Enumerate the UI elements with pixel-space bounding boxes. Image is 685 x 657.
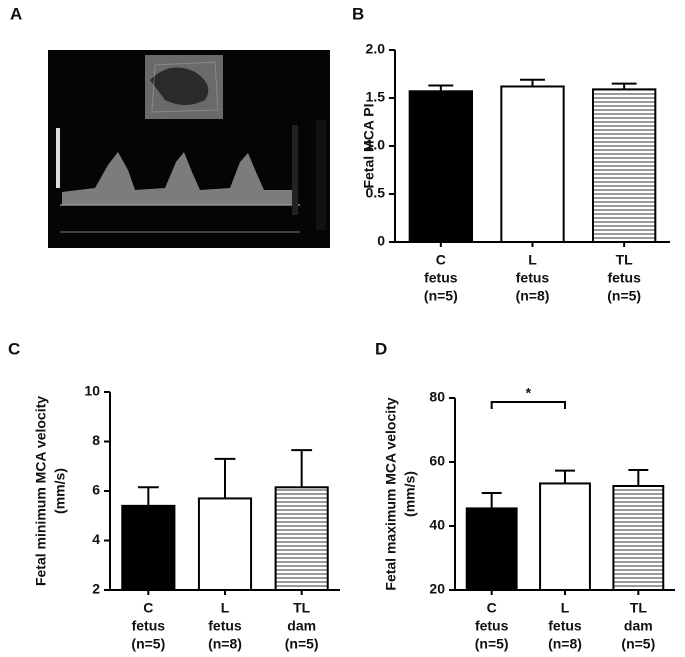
ultrasound-image bbox=[48, 50, 330, 248]
y-tick-label: 0 bbox=[377, 233, 385, 249]
x-tick-label: TL bbox=[630, 600, 648, 616]
panel-label: D bbox=[375, 339, 387, 358]
panel-label: A bbox=[10, 4, 22, 23]
x-tick-label: (n=5) bbox=[131, 636, 165, 652]
y-axis-label: Fetal minimum MCA velocity bbox=[33, 396, 49, 586]
x-tick-label: dam bbox=[287, 618, 316, 634]
x-tick-label: (n=5) bbox=[607, 288, 641, 304]
bar bbox=[121, 504, 176, 592]
significance-bracket bbox=[490, 401, 566, 409]
bar bbox=[274, 486, 329, 592]
x-tick-label: (n=5) bbox=[424, 288, 458, 304]
x-tick-label: L bbox=[528, 252, 537, 268]
x-tick-label: fetus bbox=[208, 618, 242, 634]
x-tick-label: (n=5) bbox=[475, 636, 509, 652]
x-tick-label: TL bbox=[616, 252, 634, 268]
x-tick-label: (n=5) bbox=[621, 636, 655, 652]
y-tick-label: 40 bbox=[429, 517, 445, 533]
y-axis-label: (mm/s) bbox=[402, 471, 418, 517]
x-tick-label: fetus bbox=[516, 270, 550, 286]
x-tick-label: C bbox=[436, 252, 446, 268]
bar bbox=[408, 90, 473, 243]
y-axis-label: Fetal maximum MCA velocity bbox=[383, 397, 399, 590]
x-tick-label: fetus bbox=[607, 270, 641, 286]
y-tick-label: 80 bbox=[429, 389, 445, 405]
bar bbox=[500, 85, 565, 244]
bar bbox=[539, 482, 591, 591]
y-tick-label: 2 bbox=[92, 581, 100, 597]
significance-label: * bbox=[526, 385, 532, 401]
x-tick-label: fetus bbox=[424, 270, 458, 286]
x-tick-label: fetus bbox=[132, 618, 166, 634]
y-tick-label: 1.5 bbox=[366, 89, 386, 105]
bar bbox=[465, 507, 518, 591]
bar bbox=[197, 497, 253, 591]
y-tick-label: 8 bbox=[92, 432, 100, 448]
x-tick-label: fetus bbox=[475, 618, 509, 634]
y-tick-label: 1.0 bbox=[366, 137, 386, 153]
x-tick-label: (n=8) bbox=[208, 636, 242, 652]
y-tick-label: 4 bbox=[92, 531, 100, 547]
x-tick-label: C bbox=[487, 600, 497, 616]
bar bbox=[592, 88, 657, 243]
y-tick-label: 20 bbox=[429, 581, 445, 597]
y-tick-label: 10 bbox=[84, 383, 100, 399]
y-tick-label: 6 bbox=[92, 482, 100, 498]
x-tick-label: TL bbox=[293, 600, 311, 616]
x-tick-label: (n=8) bbox=[548, 636, 582, 652]
y-axis-label: (mm/s) bbox=[52, 468, 68, 514]
x-tick-label: fetus bbox=[548, 618, 582, 634]
y-tick-label: 60 bbox=[429, 453, 445, 469]
y-tick-label: 2.0 bbox=[366, 41, 386, 57]
bar bbox=[612, 485, 665, 591]
x-tick-label: (n=8) bbox=[516, 288, 550, 304]
x-tick-label: C bbox=[143, 600, 153, 616]
panel-label: C bbox=[8, 339, 20, 358]
panel-label: B bbox=[352, 4, 364, 23]
x-tick-label: dam bbox=[624, 618, 653, 634]
y-tick-label: 0.5 bbox=[366, 185, 386, 201]
x-tick-label: (n=5) bbox=[285, 636, 319, 652]
x-tick-label: L bbox=[221, 600, 230, 616]
x-tick-label: L bbox=[561, 600, 570, 616]
y-axis-label: Fetal MCA PI bbox=[361, 103, 377, 188]
